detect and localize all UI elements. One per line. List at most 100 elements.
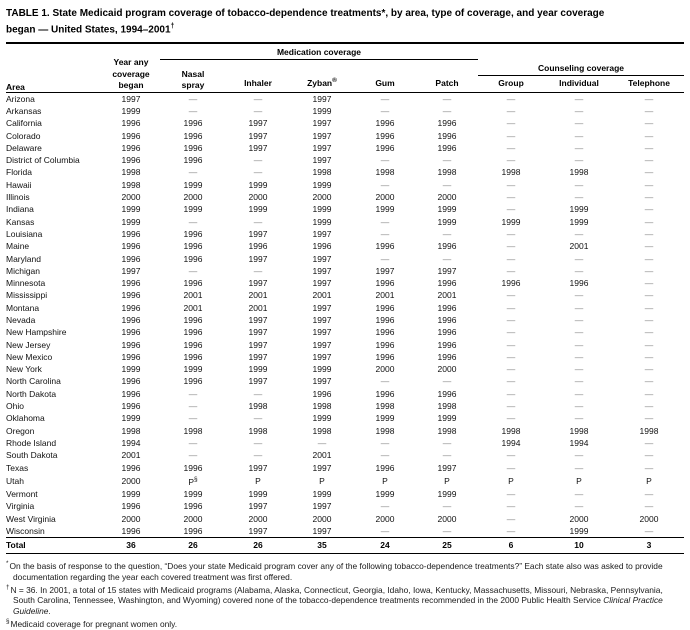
value-cell: 1997 <box>312 278 332 289</box>
area-cell: Ohio <box>6 401 24 412</box>
area-cell: New York <box>6 364 42 375</box>
value-cell: — <box>253 93 263 104</box>
value-cell: — <box>253 155 263 166</box>
value-cell: 1999 <box>437 204 457 215</box>
table-row: Rhode Island 1994 — — — — — 1994 1994 — <box>6 437 684 449</box>
value-cell: 2001 <box>248 302 268 313</box>
area-cell: New Hampshire <box>6 327 67 338</box>
value-cell: 1996 <box>375 339 395 350</box>
footnote-section: §Medicaid coverage for pregnant women on… <box>6 617 684 630</box>
footnote-marker: * <box>6 560 9 568</box>
value-cell: — <box>442 450 452 461</box>
title-line2: began — United States, 1994–2001 <box>6 24 171 36</box>
value-cell: 1999 <box>375 204 395 215</box>
value-cell: 1997 <box>312 525 332 536</box>
value-cell: 1997 <box>248 130 268 141</box>
value-cell: — <box>506 192 516 203</box>
value-cell: 1997 <box>248 118 268 129</box>
area-cell: West Virginia <box>6 513 56 524</box>
value-cell: 2001 <box>248 290 268 301</box>
header-gum: Gum <box>354 75 416 93</box>
table-row: Virginia 1996 1996 1997 1997 — — — — — <box>6 500 684 512</box>
value-cell: — <box>442 105 452 116</box>
value-cell: 1994 <box>569 437 589 448</box>
value-cell: 1997 <box>312 339 332 350</box>
total-group: 6 <box>478 537 545 555</box>
value-cell: P <box>319 475 325 486</box>
value-cell: — <box>506 155 516 166</box>
value-cell: — <box>506 228 516 239</box>
value-cell: 1997 <box>248 253 268 264</box>
area-cell: New Jersey <box>6 339 51 350</box>
table-row: Ohio 1996 — 1998 1998 1998 1998 — — — <box>6 400 684 412</box>
table-row: North Dakota 1996 — — 1996 1996 1996 — — — <box>6 388 684 400</box>
area-cell: North Dakota <box>6 388 57 399</box>
table-row: Minnesota 1996 1996 1997 1997 1996 1996 1996 199… <box>6 277 684 289</box>
value-cell: 1997 <box>312 501 332 512</box>
value-cell: 1997 <box>121 265 141 276</box>
table-row: Montana 1996 2001 2001 1997 1996 1996 — — — <box>6 302 684 314</box>
value-cell: 1996 <box>121 401 141 412</box>
value-cell: 1998 <box>312 167 332 178</box>
area-cell: Colorado <box>6 130 41 141</box>
value-cell: — <box>644 501 654 512</box>
value-cell: 1994 <box>121 437 141 448</box>
value-cell: — <box>644 204 654 215</box>
value-cell: 1996 <box>183 253 203 264</box>
header-counseling-coverage: Counseling coverage <box>478 59 685 76</box>
value-cell: — <box>574 462 584 473</box>
value-cell: P <box>444 475 450 486</box>
value-cell: — <box>644 525 654 536</box>
value-cell: 1998 <box>639 425 659 436</box>
value-cell: — <box>506 265 516 276</box>
value-cell: 2000 <box>248 513 268 524</box>
value-cell: 1996 <box>183 501 203 512</box>
value-cell: 1996 <box>121 130 141 141</box>
footnote-dagger: †N = 36. In 2001, a total of 15 states w… <box>6 583 684 618</box>
value-cell: — <box>644 142 654 153</box>
value-cell: 1998 <box>183 425 203 436</box>
value-cell: 1999 <box>248 179 268 190</box>
value-cell: 2001 <box>312 290 332 301</box>
value-cell: 1996 <box>183 130 203 141</box>
value-cell: — <box>506 525 516 536</box>
header-year-line3: began <box>118 80 144 91</box>
value-cell: 1999 <box>183 488 203 499</box>
table-row: California 1996 1996 1997 1997 1996 1996 — — — <box>6 117 684 129</box>
value-cell: 1996 <box>183 155 203 166</box>
value-cell: — <box>644 315 654 325</box>
value-cell: 1996 <box>375 118 395 129</box>
footnote-italic-citation: Clinical Practice Guideline <box>13 595 663 617</box>
value-cell: — <box>442 501 452 512</box>
value-cell: 1998 <box>312 401 332 412</box>
value-cell: 2000 <box>312 513 332 524</box>
value-cell: 1999 <box>248 204 268 215</box>
value-cell: — <box>644 437 654 448</box>
value-cell: — <box>644 265 654 276</box>
value-cell: — <box>574 339 584 350</box>
area-cell: Maine <box>6 241 30 252</box>
value-cell: 1996 <box>375 327 395 338</box>
header-spacer <box>226 60 290 76</box>
value-cell: 1997 <box>312 93 332 104</box>
total-inhaler: 26 <box>226 537 290 555</box>
area-cell: Texas <box>6 462 29 473</box>
table-row: Illinois 2000 2000 2000 2000 2000 2000 — — — <box>6 191 684 203</box>
value-cell: — <box>380 155 390 166</box>
value-cell: 1996 <box>183 142 203 153</box>
value-cell: 2000 <box>569 513 589 524</box>
value-cell: 1999 <box>569 525 589 536</box>
value-cell: 1999 <box>121 364 141 375</box>
value-cell: 1997 <box>248 339 268 350</box>
value-cell: — <box>253 437 263 448</box>
table-row: Oregon 1998 1998 1998 1998 1998 1998 1998 1998 19… <box>6 425 684 437</box>
value-cell: 1999 <box>312 179 332 190</box>
value-cell: 1996 <box>569 278 589 289</box>
area-cell: Hawaii <box>6 179 32 190</box>
value-cell: — <box>644 413 654 424</box>
value-cell: 1997 <box>312 228 332 239</box>
value-cell: 1997 <box>312 130 332 141</box>
title-dagger: † <box>170 23 175 30</box>
value-cell: P§ <box>188 475 198 487</box>
